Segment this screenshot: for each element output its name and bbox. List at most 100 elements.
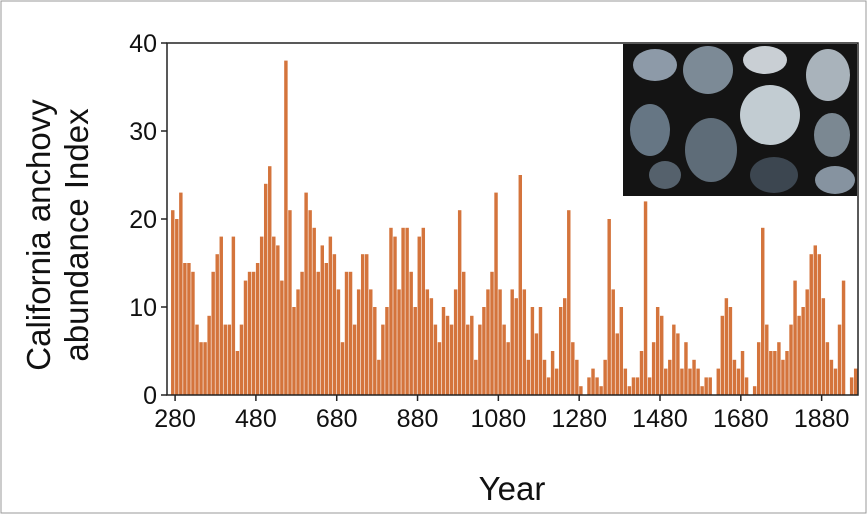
bar bbox=[575, 359, 579, 395]
bar bbox=[191, 271, 195, 395]
x-tick-label: 480 bbox=[235, 405, 277, 433]
bar bbox=[239, 324, 244, 395]
bar bbox=[809, 254, 813, 395]
y-axis-label-line: California anchovy bbox=[20, 99, 57, 371]
bar bbox=[841, 280, 846, 395]
bar bbox=[571, 342, 575, 395]
bar bbox=[736, 368, 741, 395]
bar bbox=[853, 368, 858, 395]
bar bbox=[740, 351, 745, 395]
bar bbox=[579, 386, 583, 395]
bar bbox=[316, 271, 320, 395]
x-tick-label: 1480 bbox=[632, 405, 688, 433]
bar bbox=[732, 359, 737, 395]
bar bbox=[704, 377, 708, 395]
bar bbox=[752, 386, 757, 395]
bar bbox=[231, 236, 236, 395]
bar bbox=[692, 359, 696, 395]
bar bbox=[413, 307, 417, 395]
x-tick-label: 1680 bbox=[713, 405, 769, 433]
bar bbox=[360, 254, 365, 395]
bar bbox=[724, 298, 729, 395]
bar bbox=[837, 324, 842, 395]
bar bbox=[344, 271, 349, 395]
bar bbox=[655, 307, 660, 395]
bar bbox=[603, 359, 607, 395]
bar bbox=[849, 377, 854, 395]
bar bbox=[211, 271, 215, 395]
bar bbox=[171, 210, 175, 395]
bar bbox=[801, 307, 805, 395]
bar bbox=[530, 307, 535, 395]
bar bbox=[457, 210, 462, 395]
y-tick-label: 0 bbox=[143, 382, 157, 410]
bar bbox=[336, 289, 341, 395]
bar bbox=[680, 368, 684, 395]
bar bbox=[627, 386, 632, 395]
bar bbox=[203, 342, 207, 395]
y-tick-label: 20 bbox=[129, 206, 157, 234]
y-tick-label: 10 bbox=[129, 294, 157, 322]
bar bbox=[401, 227, 405, 395]
bar bbox=[526, 359, 531, 395]
bar bbox=[478, 324, 482, 395]
bar bbox=[263, 183, 268, 395]
bar bbox=[445, 315, 450, 395]
bar bbox=[611, 289, 615, 395]
bar bbox=[514, 298, 518, 395]
bar bbox=[268, 166, 272, 395]
y-axis-label: California anchovy abundance Index bbox=[20, 99, 95, 371]
bar bbox=[227, 324, 232, 395]
y-tick-label: 30 bbox=[129, 118, 157, 146]
bar bbox=[397, 289, 401, 395]
bar bbox=[619, 307, 624, 395]
bar bbox=[235, 351, 240, 395]
inset-photo bbox=[623, 44, 857, 196]
bar bbox=[567, 210, 571, 395]
bar bbox=[292, 307, 296, 395]
bar bbox=[720, 315, 725, 395]
bar bbox=[288, 210, 292, 395]
bar bbox=[542, 359, 547, 395]
bar bbox=[381, 324, 385, 395]
bar bbox=[377, 359, 381, 395]
bar bbox=[777, 342, 781, 395]
bar bbox=[369, 289, 373, 395]
bar bbox=[785, 351, 789, 395]
bar bbox=[793, 280, 797, 395]
bar bbox=[429, 298, 434, 395]
bar bbox=[437, 342, 442, 395]
bar bbox=[223, 324, 228, 395]
bar bbox=[659, 315, 664, 395]
bar bbox=[219, 236, 223, 395]
bar bbox=[175, 219, 179, 395]
bar bbox=[664, 368, 668, 395]
bar bbox=[259, 236, 264, 395]
bar bbox=[684, 342, 688, 395]
bar bbox=[466, 324, 470, 395]
bar bbox=[651, 342, 656, 395]
bar bbox=[765, 324, 769, 395]
bar bbox=[538, 307, 543, 395]
bar bbox=[486, 289, 490, 395]
bar bbox=[332, 254, 337, 395]
bar bbox=[284, 60, 288, 395]
bar bbox=[522, 289, 527, 395]
bar bbox=[615, 333, 619, 395]
bar bbox=[510, 289, 514, 395]
bar bbox=[643, 201, 648, 395]
bar bbox=[300, 271, 304, 395]
bars bbox=[171, 60, 858, 395]
bar bbox=[833, 368, 838, 395]
bar bbox=[373, 307, 377, 395]
x-tick-label: 1880 bbox=[794, 405, 850, 433]
bar bbox=[498, 289, 502, 395]
bar bbox=[599, 386, 603, 395]
x-tick-label: 880 bbox=[397, 405, 439, 433]
bar bbox=[276, 245, 280, 395]
bar bbox=[324, 263, 329, 395]
bar bbox=[179, 192, 183, 395]
bar bbox=[474, 359, 478, 395]
bar bbox=[243, 280, 248, 395]
